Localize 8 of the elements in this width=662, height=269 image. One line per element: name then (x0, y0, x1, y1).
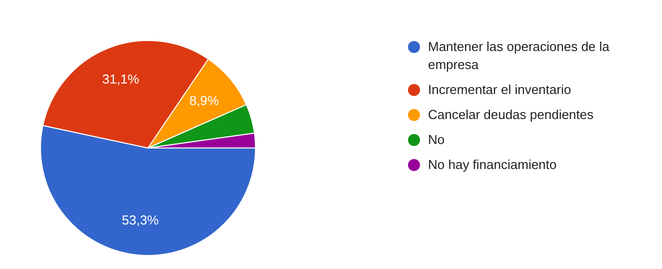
legend-label: Incrementar el inventario (428, 81, 572, 99)
data-label: 8,9% (189, 92, 220, 108)
legend-label: Mantener las operaciones de la empresa (428, 38, 610, 74)
data-label: 31,1% (102, 72, 140, 87)
legend-label: No (428, 131, 445, 149)
legend-label: No hay financiamiento (428, 156, 557, 174)
data-label: 53,3% (122, 212, 160, 228)
legend-label: Cancelar deudas pendientes (428, 106, 594, 124)
